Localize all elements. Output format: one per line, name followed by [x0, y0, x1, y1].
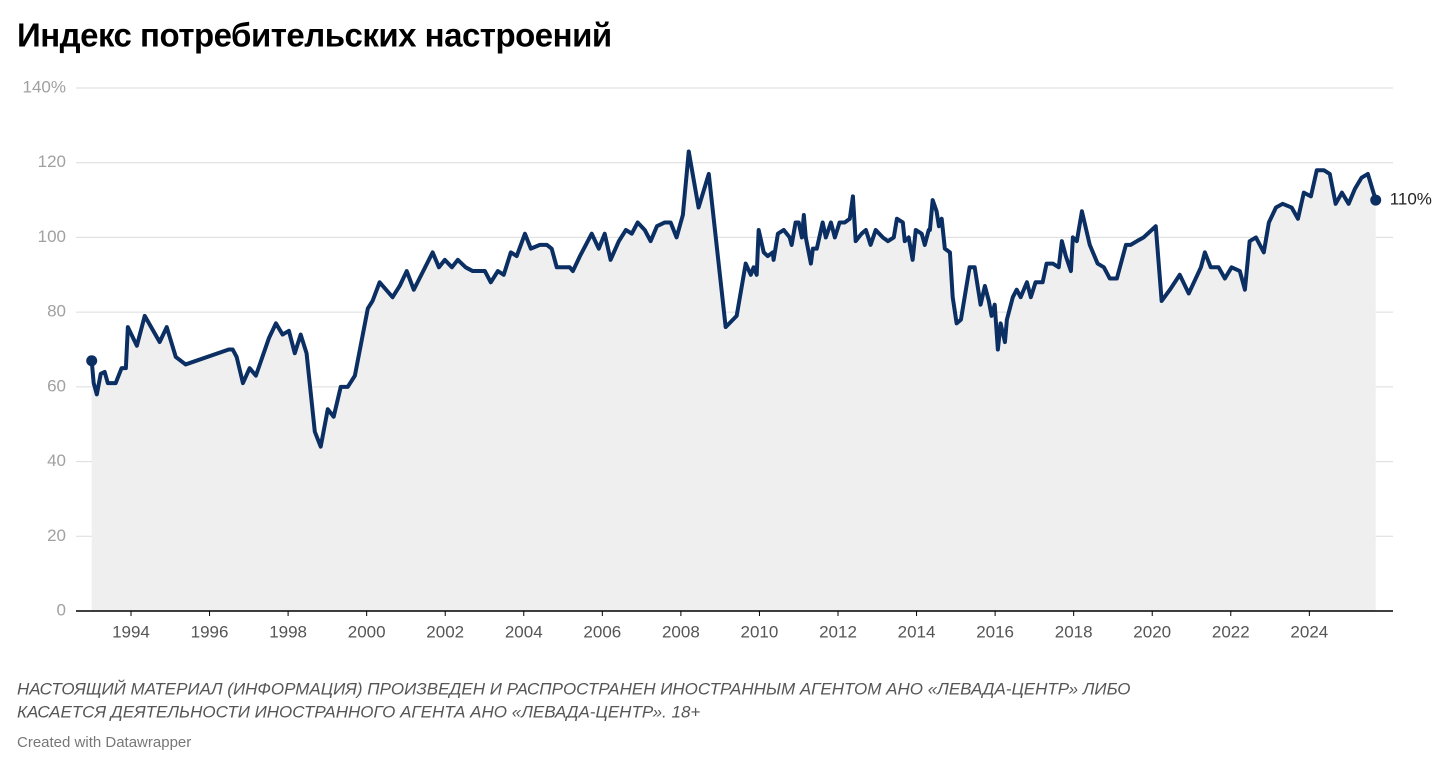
y-tick-label: 60 [47, 376, 66, 395]
x-tick-label: 1998 [269, 622, 307, 641]
x-tick-label: 2012 [819, 622, 857, 641]
x-tick-label: 2018 [1055, 622, 1093, 641]
y-tick-label: 140% [23, 77, 66, 96]
x-tick-label: 2002 [426, 622, 464, 641]
end-dot [86, 355, 98, 367]
x-tick-label: 2008 [662, 622, 700, 641]
value-label: 110% [1390, 190, 1432, 209]
x-tick-label: 2006 [583, 622, 621, 641]
note-line: НАСТОЯЩИЙ МАТЕРИАЛ (ИНФОРМАЦИЯ) ПРОИЗВЕД… [17, 678, 1130, 698]
x-tick-label: 2004 [505, 622, 543, 641]
note-line: КАСАЕТСЯ ДЕЯТЕЛЬНОСТИ ИНОСТРАННОГО АГЕНТ… [17, 702, 700, 721]
x-tick-label: 2024 [1290, 622, 1328, 641]
y-tick-label: 100 [38, 227, 66, 246]
x-tick-label: 2022 [1212, 622, 1250, 641]
y-tick-label: 20 [47, 526, 66, 545]
x-tick-label: 2000 [348, 622, 386, 641]
x-tick-label: 2020 [1133, 622, 1171, 641]
x-tick-label: 2014 [898, 622, 936, 641]
x-tick-label: 2016 [976, 622, 1014, 641]
x-tick-label: 1996 [191, 622, 229, 641]
line [89, 149, 1378, 449]
x-tick-label: 1994 [112, 622, 150, 641]
y-tick-label: 0 [57, 600, 66, 619]
end-dot [1370, 194, 1382, 206]
x-tick-label: 2010 [741, 622, 779, 641]
y-tick-label: 80 [47, 302, 66, 321]
y-tick-label: 40 [47, 451, 66, 470]
area [91, 151, 1376, 611]
y-tick-label: 120 [38, 152, 66, 171]
credit: Created with Datawrapper [17, 734, 191, 751]
chart-title: Индекс потребительских настроений [17, 17, 612, 54]
